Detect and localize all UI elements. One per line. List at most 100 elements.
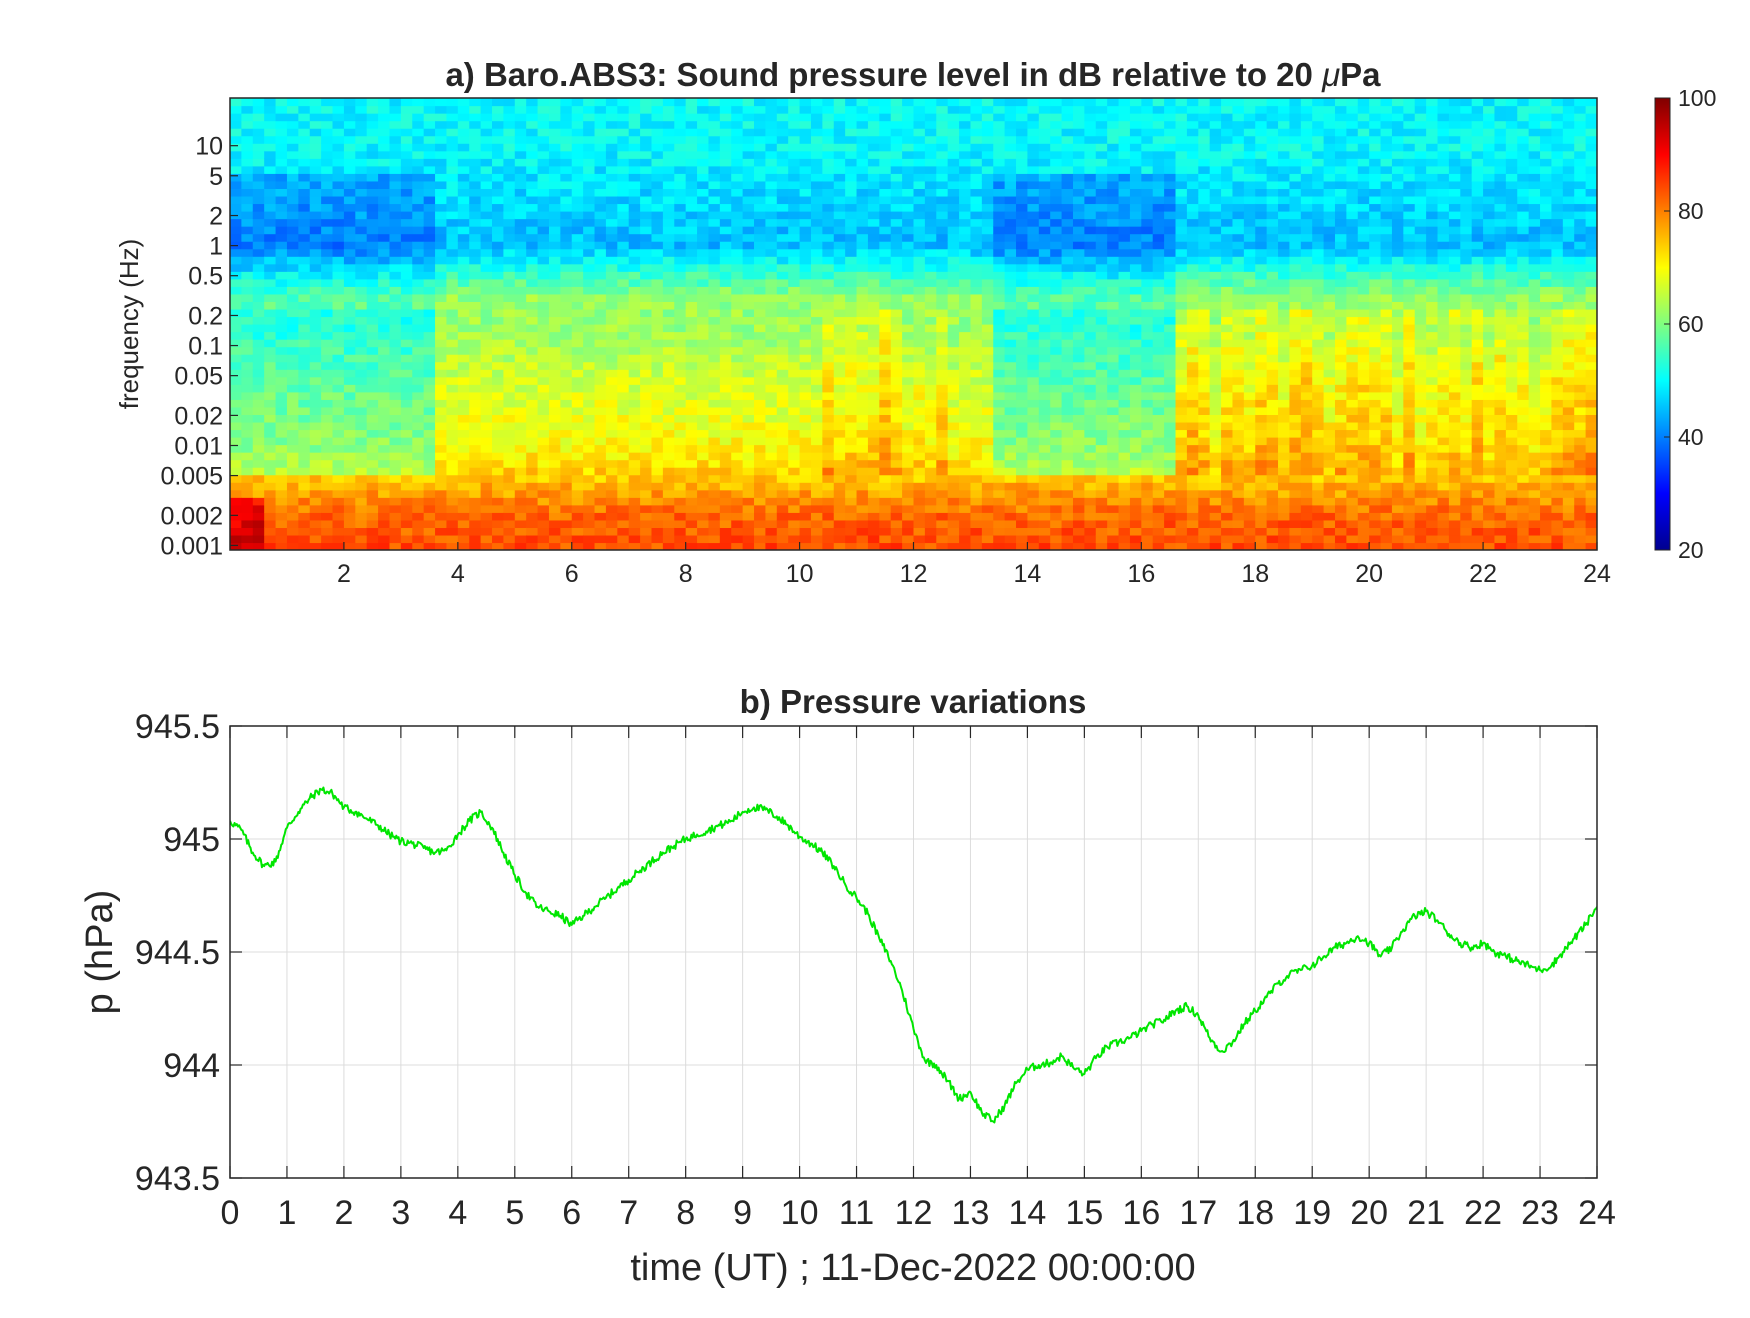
spectrogram-cell — [719, 391, 732, 400]
spectrogram-cell — [1095, 467, 1108, 476]
spectrogram-cell — [1129, 361, 1142, 370]
spectrogram-cell — [446, 444, 459, 453]
spectrogram-cell — [640, 218, 653, 227]
spectrogram-cell — [400, 346, 413, 355]
spectrogram-cell — [993, 444, 1006, 453]
spectrogram-cell — [275, 218, 288, 227]
spectrogram-cell — [867, 301, 880, 310]
spectrogram-cell — [924, 331, 937, 340]
spectrogram-cell — [230, 128, 242, 137]
spectrogram-cell — [423, 467, 436, 476]
spectrogram-cell — [822, 354, 835, 363]
spectrogram-cell — [571, 504, 584, 513]
spectrogram-cell — [526, 226, 539, 235]
spectrogram-cell — [1084, 271, 1097, 280]
spectrogram-cell — [571, 369, 584, 378]
spectrogram-cell — [1072, 504, 1085, 513]
spectrogram-cell — [321, 361, 334, 370]
spectrogram-cell — [480, 180, 493, 189]
spectrogram-cell — [742, 165, 755, 174]
spectrogram-cell — [1050, 542, 1063, 550]
spectrogram-cell — [697, 369, 710, 378]
spectrogram-cell — [1129, 339, 1142, 348]
spectrogram-cell — [1107, 248, 1120, 257]
spectrogram-cell — [252, 459, 265, 468]
spectrogram-cell — [742, 263, 755, 272]
spectrogram-cell — [822, 293, 835, 302]
spectrogram-cell — [1141, 226, 1154, 235]
spectrogram-cell — [366, 497, 379, 506]
spectrogram-cell — [286, 293, 299, 302]
spectrogram-cell — [1141, 113, 1154, 122]
spectrogram-cell — [423, 474, 436, 483]
spectrogram-cell — [309, 346, 322, 355]
spectrogram-cell — [366, 369, 379, 378]
spectrogram-cell — [355, 180, 368, 189]
spectrogram-cell — [400, 414, 413, 423]
spectrogram-cell — [378, 128, 391, 137]
spectrogram-cell — [685, 218, 698, 227]
spectrogram-cell — [1107, 226, 1120, 235]
spectrogram-cell — [503, 361, 516, 370]
spectrogram-cell — [890, 120, 903, 129]
spectrogram-cell — [503, 489, 516, 498]
spectrogram-cell — [833, 150, 846, 159]
spectrogram-cell — [651, 384, 664, 393]
spectrogram-cell — [503, 278, 516, 287]
spectrogram-cell — [1095, 512, 1108, 521]
spectrogram-cell — [708, 527, 721, 536]
spectrogram-cell — [492, 233, 504, 242]
spectrogram-cell — [1072, 286, 1085, 295]
spectrogram-cell — [457, 203, 470, 212]
spectrogram-cell — [924, 421, 937, 431]
spectrogram-cell — [1095, 452, 1108, 461]
spectrogram-cell — [241, 467, 254, 476]
spectrogram-cell — [480, 248, 493, 257]
spectrogram-cell — [480, 271, 493, 280]
spectrogram-cell — [981, 527, 994, 536]
spectrogram-cell — [731, 98, 744, 107]
spectrogram-cell — [685, 120, 698, 129]
spectrogram-cell — [959, 98, 972, 107]
spectrogram-cell — [1141, 384, 1154, 393]
spectrogram-cell — [435, 241, 448, 250]
spectrogram-cell — [1004, 406, 1017, 415]
spectrogram-cell — [1107, 376, 1120, 385]
spectrogram-cell — [526, 406, 539, 415]
spectrogram-cell — [731, 504, 744, 513]
spectrogram-cell — [719, 331, 732, 340]
spectrogram-cell — [662, 437, 675, 446]
spectrogram-cell — [526, 316, 539, 325]
spectrogram-cell — [993, 437, 1006, 446]
spectrogram-cell — [378, 512, 391, 521]
spectrogram-cell — [400, 226, 413, 235]
spectrogram-cell — [970, 399, 983, 408]
spectrogram-cell — [981, 226, 994, 235]
spectrogram-cell — [776, 218, 789, 227]
spectrogram-cell — [526, 331, 539, 340]
spectrogram-cell — [526, 504, 539, 513]
spectrogram-cell — [1061, 437, 1074, 446]
spectrogram-cell — [651, 534, 664, 544]
spectrogram-cell — [879, 173, 892, 182]
spectrogram-cell — [959, 143, 972, 152]
spectrogram-cell — [400, 180, 413, 189]
spectrogram-cell — [503, 316, 516, 325]
spectrogram-cell — [571, 271, 584, 280]
spectrogram-cell — [970, 293, 983, 302]
spectrogram-cell — [890, 316, 903, 325]
spectrogram-cell — [628, 180, 641, 189]
spectrogram-cell — [514, 429, 527, 438]
spectrogram-cell — [605, 195, 618, 205]
spectrogram-cell — [298, 256, 311, 265]
spectrogram-cell — [423, 105, 436, 114]
spectrogram-cell — [1027, 143, 1040, 152]
spectrogram-cell — [776, 308, 789, 318]
spectrogram-cell — [1152, 384, 1165, 393]
spectrogram-cell — [731, 346, 744, 355]
spectrogram-cell — [400, 354, 413, 363]
spectrogram-cell — [651, 308, 664, 318]
spectrogram-cell — [457, 241, 470, 250]
spectrogram-cell — [537, 346, 550, 355]
spectrogram-cell — [332, 128, 345, 137]
